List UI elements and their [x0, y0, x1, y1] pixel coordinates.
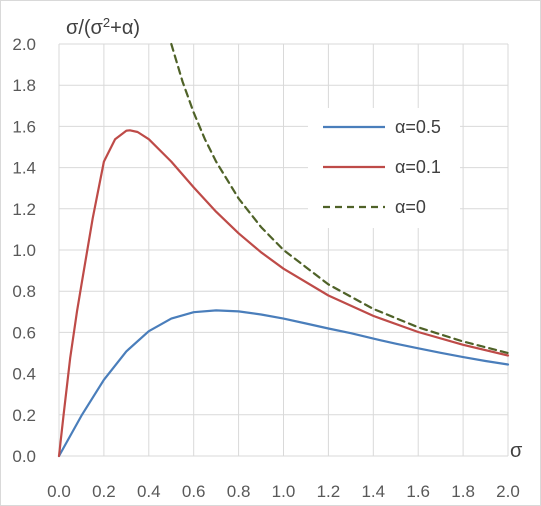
- y-tick-label: 2.0: [12, 35, 36, 54]
- x-axis-title: σ: [510, 440, 523, 462]
- y-tick-label: 0.6: [12, 323, 36, 342]
- tick-labels: 0.0 0.2 0.4 0.6 0.8 1.0 1.2 1.4 1.6 1.8 2.0 0.0 0.2 0…: [12, 35, 519, 501]
- y-tick-label: 1.2: [12, 200, 36, 219]
- x-tick-label: 1.8: [451, 482, 475, 501]
- legend-label-1: α=0.1: [395, 157, 441, 177]
- x-tick-label: 0.4: [137, 482, 161, 501]
- x-tick-label: 1.0: [272, 482, 296, 501]
- y-tick-label: 0.4: [12, 365, 36, 384]
- x-tick-label: 1.4: [361, 482, 385, 501]
- legend: α=0.5 α=0.1 α=0: [308, 108, 460, 228]
- y-tick-label: 1.4: [12, 159, 36, 178]
- y-tick-label: 1.6: [12, 117, 36, 136]
- x-tick-label: 2.0: [496, 482, 520, 501]
- legend-label-0: α=0.5: [395, 117, 441, 137]
- y-tick-label: 1.8: [12, 76, 36, 95]
- x-tick-label: 0.2: [92, 482, 116, 501]
- y-tick-label: 1.0: [12, 241, 36, 260]
- x-tick-label: 1.2: [317, 482, 341, 501]
- y-tick-label: 0.8: [12, 282, 36, 301]
- gridlines: [59, 44, 508, 456]
- x-tick-label: 0.8: [227, 482, 251, 501]
- x-tick-label: 0.0: [47, 482, 71, 501]
- y-axis-title: σ/(σ2+α): [66, 15, 140, 39]
- legend-label-2: α=0: [395, 197, 426, 217]
- x-tick-label: 0.6: [182, 482, 206, 501]
- y-tick-label: 0.2: [12, 406, 36, 425]
- y-tick-label: 0.0: [12, 447, 36, 466]
- x-tick-label: 1.6: [406, 482, 430, 501]
